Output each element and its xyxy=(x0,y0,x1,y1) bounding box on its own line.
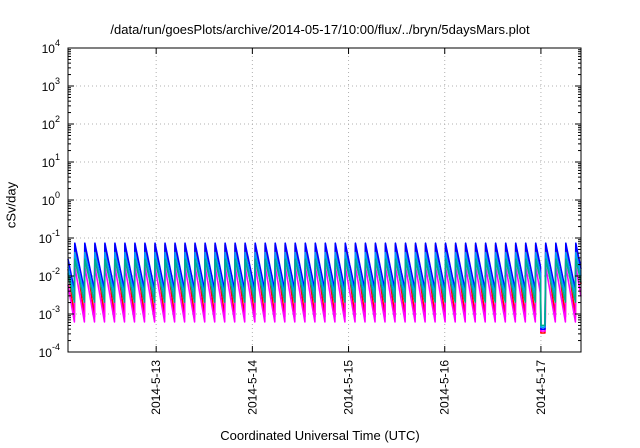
x-tick-label: 2014-5-16 xyxy=(438,360,452,415)
x-tick-label: 2014-5-15 xyxy=(342,360,356,415)
series-layer xyxy=(67,242,582,334)
x-tick-label: 2014-5-14 xyxy=(245,360,259,415)
x-tick-label: 2014-5-17 xyxy=(534,360,548,415)
series-line-5 xyxy=(67,258,582,327)
x-axis-label: Coordinated Universal Time (UTC) xyxy=(220,428,420,443)
y-tick-label: 102 xyxy=(42,114,60,132)
y-tick-label: 104 xyxy=(42,38,60,56)
y-tick-label: 100 xyxy=(42,190,60,208)
y-tick-label: 101 xyxy=(42,152,60,170)
y-tick-label: 103 xyxy=(42,76,60,94)
y-tick-label: 10-3 xyxy=(39,304,60,322)
y-tick-label: 10-1 xyxy=(39,228,60,246)
y-tick-label: 10-4 xyxy=(39,342,60,360)
tick-layer: 10-4 10-3 10-2 10-1 100 101 102 103 104 2014-5-13… xyxy=(39,38,581,415)
y-tick-label: 10-2 xyxy=(39,266,60,284)
x-tick-label: 2014-5-13 xyxy=(149,360,163,415)
chart-title: /data/run/goesPlots/archive/2014-05-17/1… xyxy=(110,22,530,37)
